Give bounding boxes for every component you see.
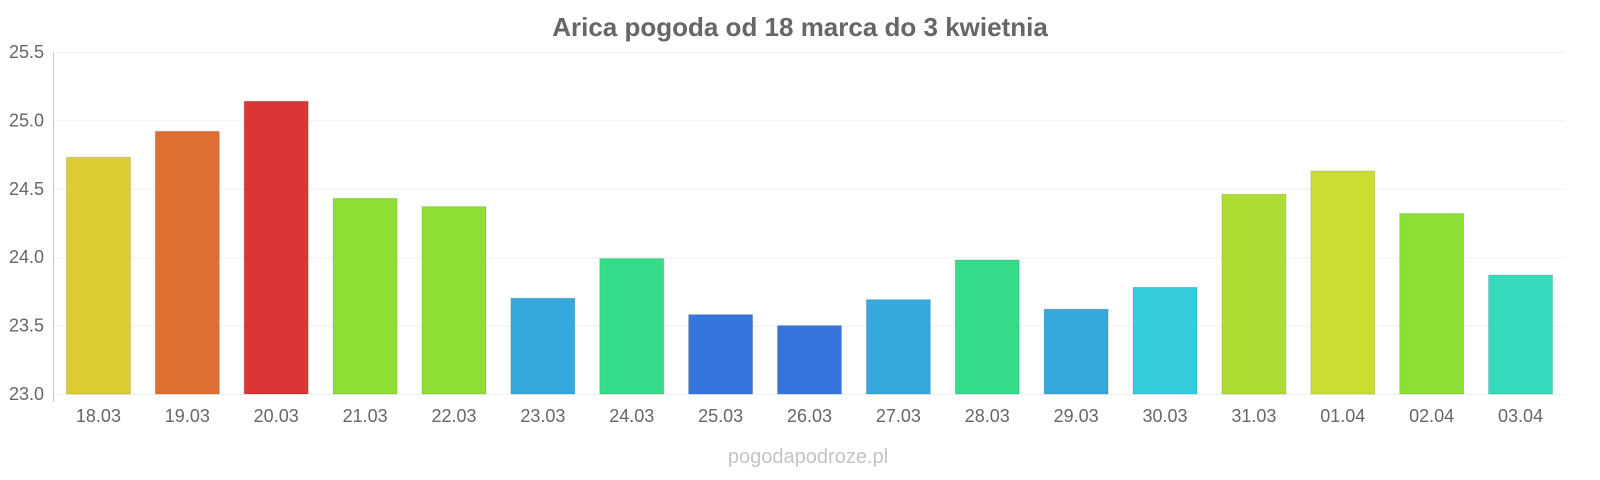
y-tick-label: 25.5: [9, 42, 44, 62]
bar: [1043, 308, 1109, 395]
bar: [243, 100, 309, 395]
x-tick-label: 23.03: [520, 406, 565, 426]
x-tick-label: 28.03: [965, 406, 1010, 426]
bar: [1310, 170, 1376, 395]
bar: [688, 314, 754, 395]
bar: [1221, 193, 1287, 395]
x-tick-label: 19.03: [165, 406, 210, 426]
x-tick-label: 22.03: [431, 406, 476, 426]
bar: [1132, 286, 1198, 395]
x-tick-label: 20.03: [254, 406, 299, 426]
bar: [332, 197, 398, 395]
x-axis-ticks: 18.03 19.03 20.03 21.03 22.03 23.03 24.03 25.03…: [76, 406, 1543, 426]
bar: [510, 297, 576, 395]
bar: [777, 325, 842, 395]
x-tick-label: 29.03: [1054, 406, 1099, 426]
x-tick-label: 26.03: [787, 406, 832, 426]
bar: [865, 299, 931, 395]
x-tick-label: 31.03: [1231, 406, 1276, 426]
bar: [421, 206, 487, 395]
x-tick-label: 02.04: [1409, 406, 1454, 426]
y-axis-ticks: 23.0 23.5 24.0 24.5 25.0 25.5: [9, 42, 44, 404]
y-tick-label: 24.0: [9, 247, 44, 267]
bar: [1488, 274, 1554, 395]
x-tick-label: 21.03: [343, 406, 388, 426]
y-tick-label: 24.5: [9, 179, 44, 199]
bar: [954, 259, 1020, 395]
bar: [65, 156, 131, 395]
x-tick-label: 30.03: [1143, 406, 1188, 426]
x-tick-label: 03.04: [1498, 406, 1543, 426]
x-tick-label: 25.03: [698, 406, 743, 426]
watermark: pogodapodroze.pl: [728, 446, 888, 468]
x-tick-label: 24.03: [609, 406, 654, 426]
chart-title: Arica pogoda od 18 marca do 3 kwietnia: [552, 12, 1048, 42]
x-tick-label: 01.04: [1320, 406, 1365, 426]
bar: [1399, 212, 1465, 395]
y-tick-label: 23.5: [9, 316, 44, 336]
y-tick-label: 25.0: [9, 110, 44, 130]
x-tick-label: 18.03: [76, 406, 121, 426]
bar: [599, 258, 665, 395]
bar: [154, 130, 220, 395]
bars: [65, 100, 1554, 395]
y-tick-label: 23.0: [9, 384, 44, 404]
x-tick-label: 27.03: [876, 406, 921, 426]
